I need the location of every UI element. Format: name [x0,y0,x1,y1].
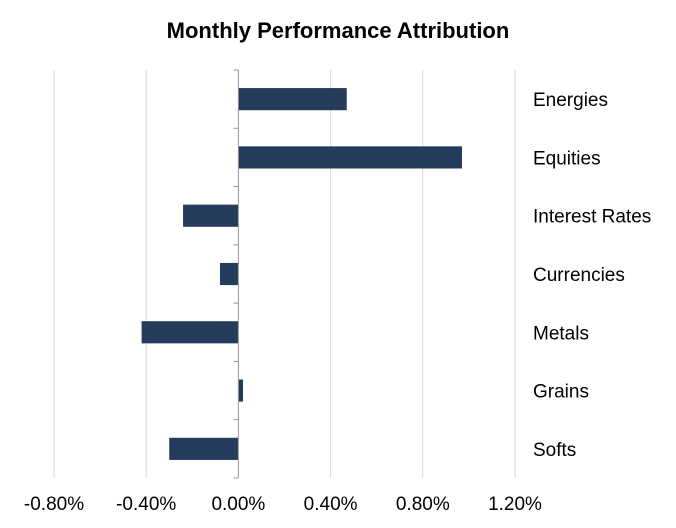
bar-metals [141,321,239,344]
category-labels: Energies Equities Interest Rates Currencies… [533,90,651,461]
x-tick-label-0: -0.80% [24,494,84,515]
x-tick-label-4: 0.80% [396,494,450,515]
y-axis [233,69,239,479]
bar-softs [169,437,239,460]
category-label-interest-rates: Interest Rates [533,207,651,228]
category-label-softs: Softs [533,440,576,461]
gridlines [53,70,516,478]
chart-title: Monthly Performance Attribution [167,18,510,43]
bar-energies [238,88,347,111]
category-label-currencies: Currencies [533,265,625,286]
category-label-metals: Metals [533,323,589,344]
bar-currencies [219,262,239,286]
x-tick-label-3: 0.40% [304,494,358,515]
x-tick-label-5: 1.20% [488,494,542,515]
x-tick-label-1: -0.40% [116,494,176,515]
bar-grains [238,379,244,402]
category-label-grains: Grains [533,382,589,403]
bars [141,88,462,460]
x-tick-labels: -0.80% -0.40% 0.00% 0.40% 0.80% 1.20% [24,494,542,515]
bar-equities [238,146,462,169]
category-label-energies: Energies [533,90,608,111]
category-label-equities: Equities [533,148,601,169]
bar-interest-rates [183,204,239,227]
x-tick-label-2: 0.00% [211,494,265,515]
